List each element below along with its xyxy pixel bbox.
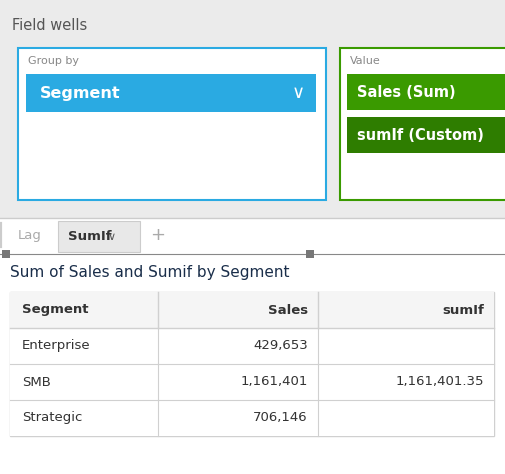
Text: Enterprise: Enterprise [22,339,90,353]
Bar [10,292,493,436]
Text: Group by: Group by [28,56,79,66]
Text: Sales: Sales [267,303,308,317]
Text: ∨: ∨ [108,231,116,241]
Text: 1,161,401: 1,161,401 [240,375,308,389]
Text: 1,161,401.35: 1,161,401.35 [395,375,483,389]
Bar [339,48,505,200]
Bar [26,74,316,112]
Bar [0,218,505,474]
Bar [346,117,505,153]
Text: Field wells: Field wells [12,18,87,33]
Bar [10,328,493,364]
Bar [2,250,10,258]
Bar [10,364,493,400]
Text: 429,653: 429,653 [252,339,308,353]
Bar [346,74,505,110]
Text: +: + [149,226,165,244]
Text: Value: Value [349,56,380,66]
Text: ∨: ∨ [291,84,304,102]
Text: Segment: Segment [40,85,120,100]
Text: sumIf: sumIf [441,303,483,317]
Text: SMB: SMB [22,375,51,389]
Text: sumIf (Custom): sumIf (Custom) [357,128,483,143]
Bar [306,250,314,258]
Bar [10,400,493,436]
Text: Sum of Sales and Sumif by Segment: Sum of Sales and Sumif by Segment [10,265,289,281]
Text: 706,146: 706,146 [253,411,308,425]
Bar [18,48,325,200]
Bar [58,221,140,252]
Bar [0,0,505,218]
Text: Strategic: Strategic [22,411,82,425]
Text: Sales (Sum): Sales (Sum) [357,84,454,100]
Text: Lag: Lag [18,228,42,241]
Text: SumIf: SumIf [68,230,112,243]
Text: Segment: Segment [22,303,88,317]
Bar [10,292,493,328]
